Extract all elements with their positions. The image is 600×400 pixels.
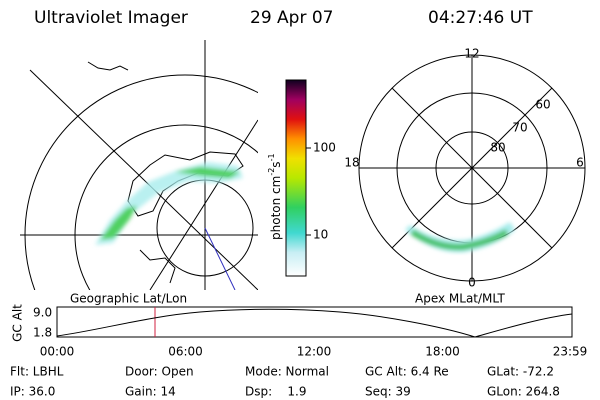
unit: photon cm	[269, 176, 283, 240]
lat-label: 60	[535, 98, 550, 112]
unit: s	[269, 161, 283, 167]
hour-label: 6	[576, 156, 584, 170]
info-field: Gain: 14	[125, 385, 176, 399]
info-field: IP: 36.0	[10, 385, 55, 399]
lat-label: 80	[490, 141, 505, 155]
colorbar-tick: 100	[313, 141, 336, 155]
time: 04:27:46 UT	[428, 8, 533, 28]
geographic-map	[20, 40, 258, 290]
x-tick-label: 06:00	[168, 345, 203, 359]
info-field: GLat: -72.2	[487, 365, 554, 379]
colorbar-tick: 10	[313, 228, 328, 242]
x-tick-label: 00:00	[40, 345, 75, 359]
x-tick-label: 18:00	[425, 345, 460, 359]
colorbar	[285, 79, 307, 277]
y-tick-label: 1.8	[33, 326, 52, 340]
polar-plot	[358, 54, 586, 282]
info-field: Mode: Normal	[245, 365, 329, 379]
info-field: GLon: 264.8	[487, 385, 560, 399]
date: 29 Apr 07	[250, 8, 333, 28]
x-tick-label: 12:00	[297, 345, 332, 359]
info-field: Dsp: 1.9	[245, 385, 307, 399]
exponent: -1	[267, 153, 276, 161]
y-axis-label: GC Alt	[11, 304, 25, 342]
exponent: -2	[267, 168, 276, 176]
colorbar-label: photon cm-2s-1	[267, 153, 283, 240]
altitude-plot	[56, 306, 573, 338]
info-field: Door: Open	[125, 365, 194, 379]
info-field: Flt: LBHL	[10, 365, 64, 379]
info-field: Seq: 39	[365, 385, 411, 399]
x-tick-label: 23:59	[553, 345, 588, 359]
panel-label: Geographic Lat/Lon	[70, 292, 187, 306]
y-tick-label: 9.0	[33, 306, 52, 320]
hour-label: 12	[464, 47, 479, 61]
title: Ultraviolet Imager	[34, 8, 188, 28]
hour-label: 0	[468, 276, 476, 290]
info-field: GC Alt: 6.4 Re	[365, 365, 449, 379]
hour-label: 18	[344, 156, 359, 170]
lat-label: 70	[512, 121, 527, 135]
panel-label: Apex MLat/MLT	[415, 292, 505, 306]
